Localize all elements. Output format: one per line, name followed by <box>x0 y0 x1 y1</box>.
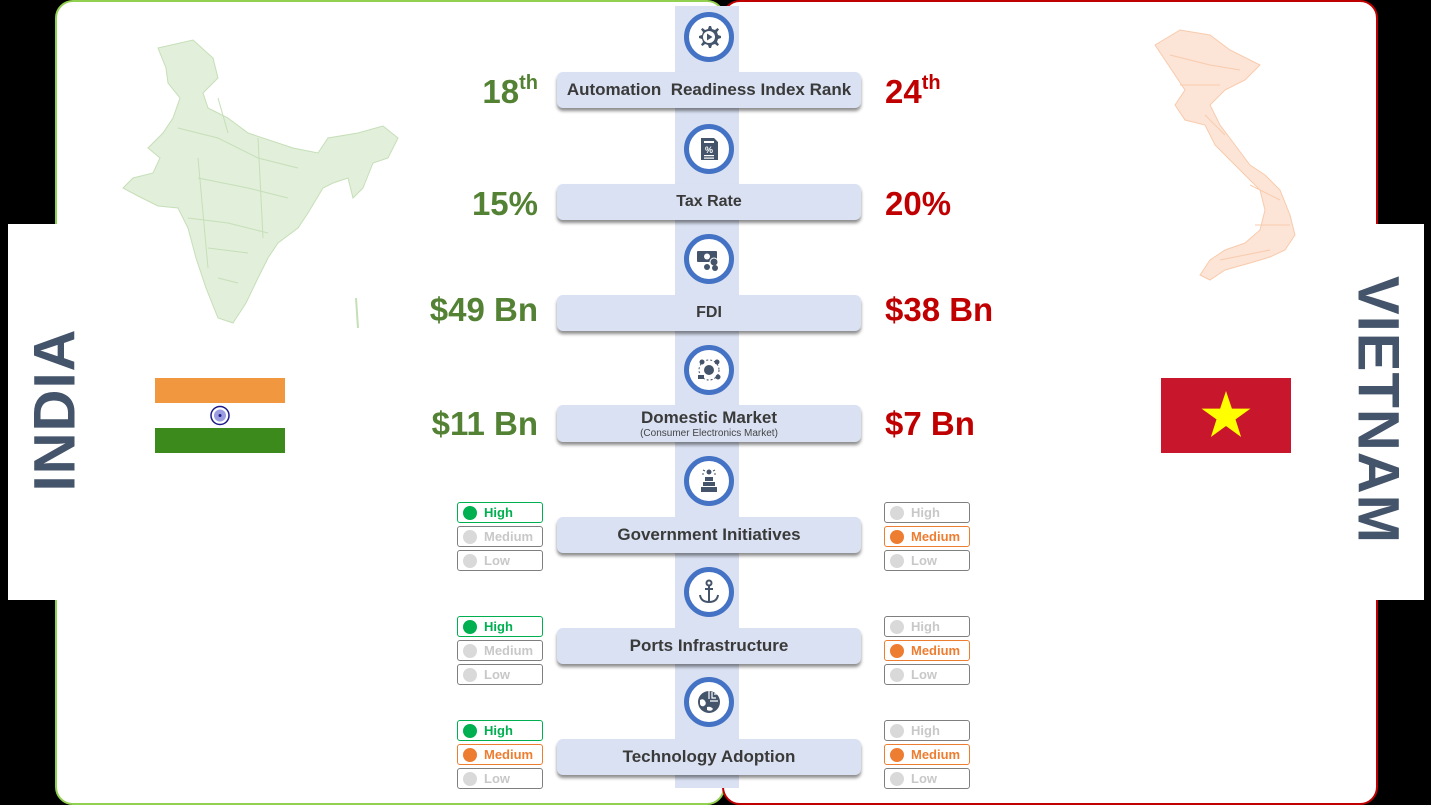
rating-option-label: High <box>911 723 940 738</box>
metric-label: Tax Rate <box>676 193 742 210</box>
vietnam-ports-rating: High Medium Low <box>884 616 970 688</box>
vietnam-flag <box>1161 378 1291 453</box>
india-domestic-market: $11 Bn <box>431 405 538 442</box>
rating-dot-icon <box>890 553 904 568</box>
india-ports-rating: High Medium Low <box>457 616 543 688</box>
rating-dot-icon <box>463 505 477 520</box>
rating-option-label: Low <box>484 553 510 568</box>
rating-option-label: Medium <box>911 747 961 762</box>
metric-fdi: FDI <box>557 295 861 331</box>
rating-dot-icon <box>463 529 477 544</box>
rating-option-high: High <box>457 502 543 523</box>
rating-option-label: Medium <box>484 747 534 762</box>
rating-option-label: Medium <box>484 643 534 658</box>
metric-government-initiatives: Government Initiatives <box>557 517 861 553</box>
metric-label: Domestic Market <box>640 408 778 427</box>
rating-dot-icon <box>890 619 904 634</box>
rating-option-medium: Medium <box>884 744 970 765</box>
rating-option-medium: Medium <box>884 526 970 547</box>
vietnam-tax-rate: 20% <box>885 185 952 222</box>
rating-option-label: Medium <box>911 643 961 658</box>
rating-option-label: Low <box>484 667 510 682</box>
rating-option-medium: Medium <box>884 640 970 661</box>
rating-dot-icon <box>890 667 904 682</box>
tax-document-percent-icon: % <box>684 124 734 174</box>
india-automation-rank: 18th <box>482 72 538 110</box>
rating-dot-icon <box>463 771 477 786</box>
rating-option-label: High <box>911 619 940 634</box>
rating-option-medium: Medium <box>457 640 543 661</box>
metric-domestic-market: Domestic Market (Consumer Electronics Ma… <box>557 405 861 442</box>
rating-dot-icon <box>890 771 904 786</box>
rating-option-low: Low <box>884 768 970 789</box>
india-tax-rate: 15% <box>471 185 538 222</box>
rating-option-high: High <box>457 720 543 741</box>
rating-option-low: Low <box>884 664 970 685</box>
metric-sublabel: (Consumer Electronics Market) <box>640 428 778 439</box>
rating-option-low: Low <box>457 550 543 571</box>
metric-tax-rate: Tax Rate <box>557 184 861 220</box>
india-label-tab <box>8 224 68 600</box>
rating-option-high: High <box>457 616 543 637</box>
rating-option-low: Low <box>457 664 543 685</box>
rating-option-high: High <box>884 720 970 741</box>
vietnam-automation-rank: 24th <box>885 72 941 110</box>
rating-dot-icon <box>463 667 477 682</box>
rating-dot-icon <box>463 619 477 634</box>
rating-dot-icon <box>890 529 904 544</box>
rating-option-label: High <box>484 723 513 738</box>
svg-text:%: % <box>705 145 713 155</box>
rating-dot-icon <box>890 723 904 738</box>
gear-play-icon <box>684 12 734 62</box>
rating-dot-icon <box>890 505 904 520</box>
metric-label: Ports Infrastructure <box>629 636 789 655</box>
rating-dot-icon <box>463 723 477 738</box>
rating-dot-icon <box>890 643 904 658</box>
metric-technology-adoption: Technology Adoption <box>557 739 861 775</box>
rating-option-label: Low <box>911 553 937 568</box>
rating-dot-icon <box>463 747 477 762</box>
rating-option-label: Low <box>484 771 510 786</box>
metric-label: Technology Adoption <box>622 747 796 766</box>
rating-option-label: High <box>484 505 513 520</box>
rating-option-label: Low <box>911 771 937 786</box>
vietnam-domestic-market: $7 Bn <box>885 405 975 442</box>
metric-label: Government Initiatives <box>617 525 801 544</box>
rating-option-label: High <box>911 505 940 520</box>
india-fdi: $49 Bn <box>429 291 538 328</box>
india-government-rating: High Medium Low <box>457 502 543 574</box>
metric-automation-readiness: Automation Readiness Index Rank <box>557 72 861 108</box>
vietnam-map <box>1154 29 1296 281</box>
rating-dot-icon <box>463 643 477 658</box>
vietnam-label-tab <box>1364 224 1424 600</box>
rating-option-low: Low <box>884 550 970 571</box>
rating-option-label: Medium <box>484 529 534 544</box>
rating-dot-icon <box>890 747 904 762</box>
india-technology-rating: High Medium Low <box>457 720 543 792</box>
metric-ports-infrastructure: Ports Infrastructure <box>557 628 861 664</box>
india-title: INDIA <box>22 328 88 492</box>
globe-network-icon <box>684 345 734 395</box>
rating-option-label: High <box>484 619 513 634</box>
anchor-icon <box>684 567 734 617</box>
india-map <box>122 39 399 328</box>
vietnam-government-rating: High Medium Low <box>884 502 970 574</box>
vietnam-fdi: $38 Bn <box>885 291 994 328</box>
metric-label: FDI <box>696 304 722 321</box>
money-coins-icon <box>684 234 734 284</box>
rating-option-medium: Medium <box>457 526 543 547</box>
rating-option-low: Low <box>457 768 543 789</box>
rating-option-medium: Medium <box>457 744 543 765</box>
vietnam-title: VIETNAM <box>1345 276 1411 544</box>
rating-option-high: High <box>884 616 970 637</box>
circuit-globe-icon <box>684 677 734 727</box>
rating-option-label: Medium <box>911 529 961 544</box>
vietnam-technology-rating: High Medium Low <box>884 720 970 792</box>
rating-dot-icon <box>463 553 477 568</box>
metric-label: Automation Readiness Index Rank <box>566 80 852 99</box>
india-flag <box>155 378 285 453</box>
rating-option-label: Low <box>911 667 937 682</box>
rating-option-high: High <box>884 502 970 523</box>
idea-stack-icon <box>684 456 734 506</box>
